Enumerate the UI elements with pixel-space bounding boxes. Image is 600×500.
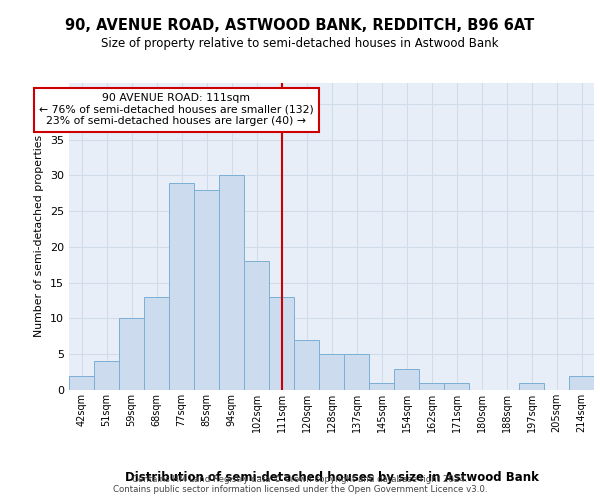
Bar [194, 190, 219, 390]
Text: Size of property relative to semi-detached houses in Astwood Bank: Size of property relative to semi-detach… [101, 38, 499, 51]
Bar [569, 376, 594, 390]
Bar [169, 182, 194, 390]
Text: Contains HM Land Registry data © Crown copyright and database right 2024.
Contai: Contains HM Land Registry data © Crown c… [113, 474, 487, 494]
Bar [519, 383, 544, 390]
Y-axis label: Number of semi-detached properties: Number of semi-detached properties [34, 135, 44, 338]
Bar [369, 383, 394, 390]
Bar [419, 383, 444, 390]
Bar [144, 297, 169, 390]
Bar [444, 383, 469, 390]
Bar [69, 376, 94, 390]
X-axis label: Distribution of semi-detached houses by size in Astwood Bank: Distribution of semi-detached houses by … [125, 471, 538, 484]
Bar [294, 340, 319, 390]
Bar [269, 297, 294, 390]
Text: 90 AVENUE ROAD: 111sqm
← 76% of semi-detached houses are smaller (132)
23% of se: 90 AVENUE ROAD: 111sqm ← 76% of semi-det… [39, 93, 314, 126]
Bar [244, 262, 269, 390]
Bar [344, 354, 369, 390]
Bar [319, 354, 344, 390]
Bar [219, 176, 244, 390]
Bar [394, 368, 419, 390]
Bar [94, 362, 119, 390]
Text: 90, AVENUE ROAD, ASTWOOD BANK, REDDITCH, B96 6AT: 90, AVENUE ROAD, ASTWOOD BANK, REDDITCH,… [65, 18, 535, 32]
Bar [119, 318, 144, 390]
